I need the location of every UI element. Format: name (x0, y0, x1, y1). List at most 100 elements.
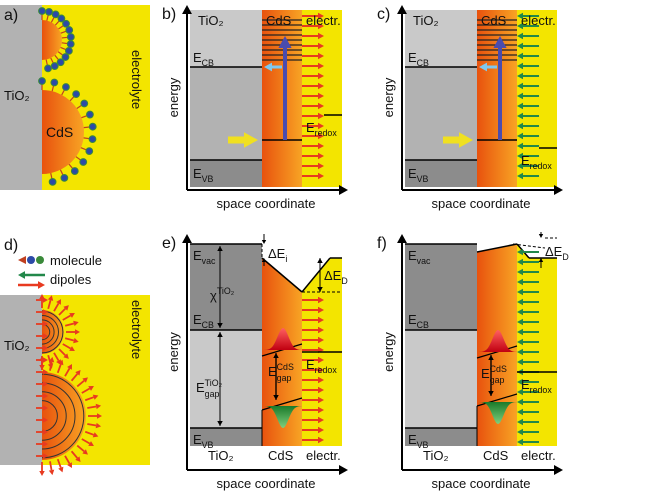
offset-arrow (262, 240, 266, 244)
molecule (51, 63, 58, 70)
region (190, 330, 262, 428)
label: electr. (521, 13, 556, 28)
label-part: E (408, 432, 417, 447)
molecule (45, 65, 52, 72)
label-part: E (268, 364, 277, 379)
label: electrolyte (129, 50, 144, 109)
label-part: CB (417, 320, 429, 330)
label-part: redox (530, 385, 553, 395)
label-part: D (562, 252, 568, 262)
label-part: E (193, 432, 202, 447)
label-part: E (408, 166, 417, 181)
label-part: TiO₂ (217, 286, 234, 296)
label-part: vac (202, 256, 216, 266)
y-axis (182, 234, 192, 243)
legend-icon (38, 281, 45, 289)
label-part: redox (315, 128, 338, 138)
label-part: CB (202, 58, 214, 68)
molecule (89, 136, 96, 143)
label-part: E (481, 366, 490, 381)
label-part: E (306, 357, 315, 372)
legend-icon (27, 256, 35, 264)
label: ΔEi (268, 246, 287, 264)
panel-label: e) (162, 235, 176, 252)
offset-arrow (539, 234, 543, 238)
label-part: E (193, 50, 202, 65)
label-part: E (193, 166, 202, 181)
figure: a) TiO₂ CdS electrolyte energy space coordina… (0, 0, 645, 495)
legend-label: dipoles (50, 272, 92, 287)
axis-label: space coordinate (431, 476, 530, 491)
label-part: VB (417, 174, 429, 184)
cds (477, 10, 517, 187)
y-axis (397, 234, 407, 243)
x-axis (339, 465, 348, 475)
label-part: gap (490, 375, 505, 385)
tio2 (0, 295, 42, 465)
y-axis (182, 5, 192, 14)
label-part: E (193, 248, 202, 263)
molecule (87, 111, 94, 118)
label-part: gap (277, 373, 292, 383)
molecule (39, 78, 46, 85)
panel-label: c) (377, 6, 390, 23)
molecule (89, 123, 96, 130)
molecule (51, 79, 58, 86)
label-part: ΔE (545, 244, 563, 259)
cds (262, 10, 302, 187)
axis-label: space coordinate (431, 196, 530, 211)
label: TiO₂ (423, 448, 449, 463)
panel-label: f) (377, 235, 387, 252)
label-part: E (408, 248, 417, 263)
label-part: E (521, 153, 530, 168)
axis-label: energy (166, 332, 181, 372)
molecule (66, 27, 73, 34)
molecule (61, 174, 68, 181)
x-axis (554, 185, 563, 195)
label: CdS (268, 448, 294, 463)
label-part: CdS (277, 362, 294, 372)
molecule (65, 47, 72, 54)
label-part: E (408, 50, 417, 65)
molecule (86, 148, 93, 155)
label: TiO₂ (208, 448, 234, 463)
panel-label: a) (4, 7, 18, 24)
x-axis (339, 185, 348, 195)
label: electr. (306, 13, 341, 28)
molecule (81, 100, 88, 107)
label-part: E (306, 120, 315, 135)
panel-label: d) (4, 237, 18, 254)
molecule (67, 34, 74, 41)
label: CdS (266, 13, 292, 28)
dipole (49, 470, 54, 475)
label-part: ΔE (324, 268, 342, 283)
legend-icon (18, 256, 26, 264)
molecule (71, 168, 78, 175)
label-part: vac (417, 256, 431, 266)
molecule (67, 41, 74, 48)
legend-label: molecule (50, 253, 102, 268)
label-part: gap (205, 389, 220, 399)
axis-label: energy (381, 77, 396, 117)
label: TiO₂ (4, 338, 30, 353)
label-part: i (285, 254, 287, 264)
molecule (39, 8, 46, 15)
label: TiO₂ (413, 13, 439, 28)
label-part: D (341, 276, 347, 286)
label: CdS (483, 448, 509, 463)
y-axis (397, 5, 407, 14)
axis-label: space coordinate (216, 196, 315, 211)
region (405, 67, 477, 160)
label: electrolyte (129, 300, 144, 359)
label-part: redox (530, 161, 553, 171)
legend-icon (18, 271, 25, 279)
molecule (80, 159, 87, 166)
label: CdS (46, 124, 73, 140)
label: electr. (521, 448, 556, 463)
label-part: CB (202, 320, 214, 330)
label-part: VB (202, 174, 214, 184)
label-part: CB (417, 58, 429, 68)
x-axis (554, 465, 563, 475)
molecule (49, 178, 56, 185)
label-part: CdS (490, 364, 507, 374)
